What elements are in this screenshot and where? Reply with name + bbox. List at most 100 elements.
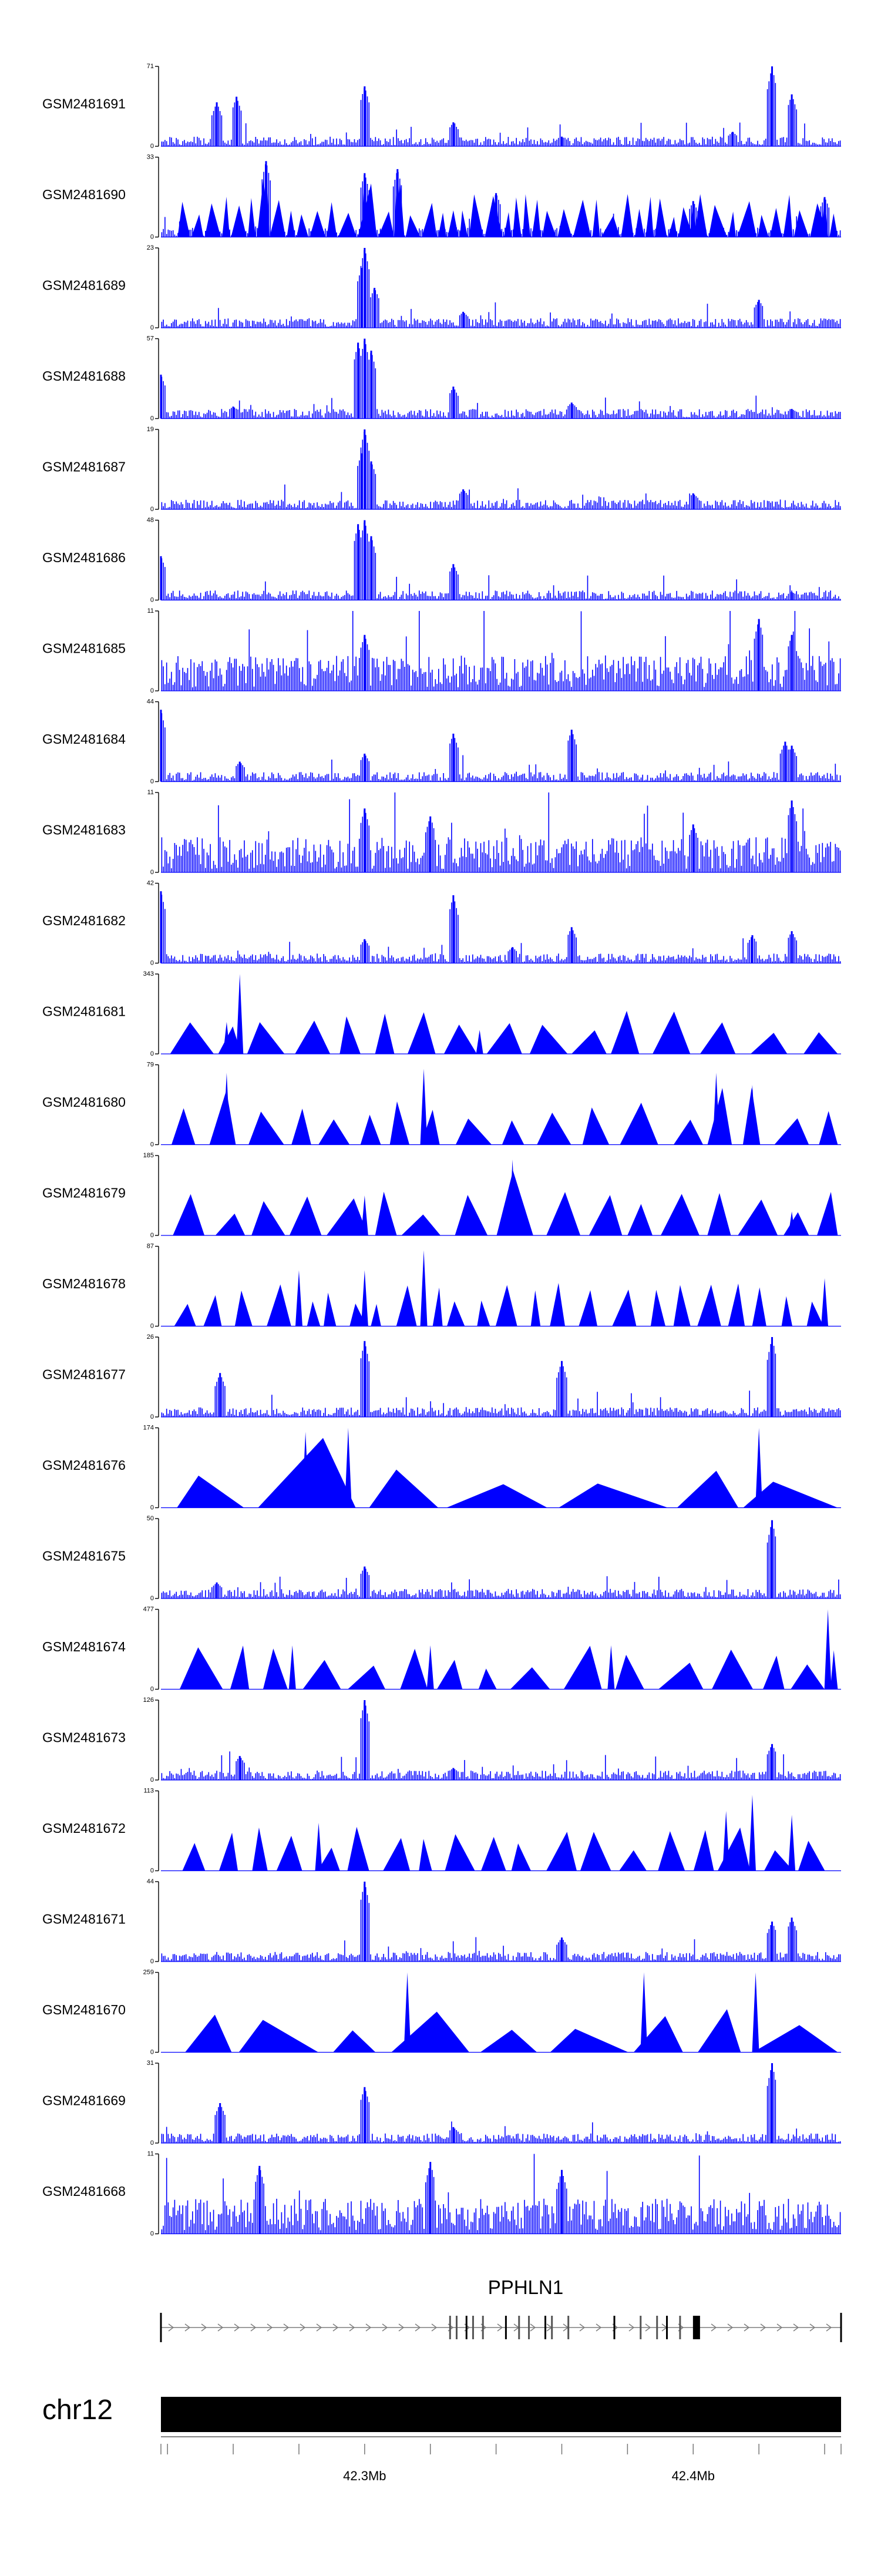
sample-label: GSM2481671 (42, 1911, 126, 1926)
y-max-label: 259 (143, 1969, 154, 1976)
coverage-block (803, 1032, 838, 1054)
y-min-label: 0 (150, 143, 154, 150)
track-GSM2481677: GSM2481677 26 0 (42, 1334, 841, 1420)
sample-label: GSM2481672 (42, 1821, 126, 1836)
track-GSM2481668: GSM2481668 11 0 (42, 2151, 841, 2238)
coverage-block (348, 1665, 385, 1690)
coverage-block (557, 209, 572, 237)
strand-chevron (184, 2323, 191, 2332)
track-GSM2481670: GSM2481670 259 0 (42, 1969, 841, 2056)
y-min-label: 0 (150, 2140, 154, 2147)
coverage-block (405, 215, 421, 237)
coverage-block (658, 1831, 685, 1871)
gene-exon (544, 2316, 547, 2339)
coverage-block (816, 1191, 838, 1235)
coverage-peak (426, 1645, 434, 1690)
coverage-block (546, 1832, 577, 1871)
gene-name: PPHLN1 (488, 2276, 563, 2298)
coverage-block (550, 1282, 566, 1326)
axis-position-label: 42.4Mb (672, 2468, 715, 2483)
strand-chevron (283, 2323, 290, 2332)
gene-exon (679, 2316, 681, 2339)
gene-exon (465, 2316, 468, 2339)
signal-bars (161, 1338, 841, 1417)
strand-chevron (776, 2323, 783, 2332)
coverage-block (182, 1843, 206, 1871)
signal-bars (161, 2154, 841, 2234)
coverage-block (774, 1118, 809, 1145)
coverage-block (798, 1841, 825, 1871)
gene-exon (840, 2313, 842, 2342)
coverage-block (503, 212, 512, 237)
coverage-block (263, 1648, 288, 1690)
signal-bars (161, 611, 841, 691)
track-GSM2481682: GSM2481682 42 0 (42, 880, 841, 967)
coverage-block (627, 1204, 653, 1235)
strand-chevron (300, 2323, 306, 2332)
track-GSM2481680: GSM2481680 79 0 (42, 1062, 841, 1148)
sample-label: GSM2481688 (42, 368, 126, 384)
coverage-block (248, 197, 256, 237)
coverage-block (443, 1025, 477, 1054)
strand-chevron (168, 2323, 174, 2332)
coverage-block (204, 203, 221, 237)
coverage-block (295, 1020, 331, 1054)
gene-exon (551, 2316, 553, 2339)
coverage-block (752, 1287, 766, 1326)
coverage-block (819, 1111, 838, 1145)
coverage-block (645, 197, 654, 237)
sample-label: GSM2481673 (42, 1729, 126, 1745)
gene-exon (160, 2313, 162, 2342)
y-max-label: 48 (147, 517, 154, 524)
coverage-block (579, 1290, 598, 1326)
gene-exon (656, 2316, 658, 2339)
coverage-block (371, 1304, 381, 1326)
y-max-label: 26 (147, 1334, 154, 1341)
gene-exon (455, 2316, 458, 2339)
y-max-label: 11 (147, 2151, 154, 2158)
coverage-block (762, 1655, 785, 1690)
coverage-block (375, 1013, 395, 1054)
coverage-block (616, 1654, 644, 1690)
coverage-block (287, 210, 295, 237)
coverage-block (806, 1301, 824, 1326)
gene-exon (613, 2316, 616, 2339)
y-min-label: 0 (150, 1050, 154, 1057)
gene-exon (518, 2316, 520, 2339)
strand-chevron (398, 2323, 405, 2332)
track-GSM2481691: GSM2481691 71 0 (42, 63, 841, 150)
signal-bars (161, 67, 841, 146)
chromosome-ideogram (161, 2397, 841, 2432)
coverage-block (478, 1668, 497, 1690)
gene-track: PPHLN1 (160, 2276, 842, 2342)
strand-chevron (645, 2323, 651, 2332)
sample-label: GSM2481679 (42, 1185, 126, 1200)
coverage-peak (420, 1250, 428, 1326)
coverage-block (234, 1290, 253, 1326)
coverage-block (307, 1301, 321, 1326)
y-min-label: 0 (150, 415, 154, 422)
coverage-block (401, 1214, 441, 1235)
track-GSM2481684: GSM2481684 44 0 (42, 698, 841, 785)
coverage-block (481, 1836, 506, 1871)
y-min-label: 0 (150, 324, 154, 331)
coverage-peak (344, 1428, 352, 1508)
coverage-block (302, 1660, 341, 1690)
coverage-block (707, 1087, 732, 1145)
strand-chevron (382, 2323, 388, 2332)
coverage-block (238, 2020, 319, 2053)
y-min-label: 0 (150, 1595, 154, 1602)
coverage-block (550, 2028, 628, 2053)
coverage-peak (748, 1795, 756, 1871)
y-min-label: 0 (150, 1323, 154, 1330)
strand-chevron (332, 2323, 339, 2332)
track-GSM2481671: GSM2481671 44 0 (42, 1878, 841, 1965)
sample-label: GSM2481680 (42, 1094, 126, 1110)
coverage-block (654, 198, 667, 237)
sample-label: GSM2481686 (42, 550, 126, 565)
coverage-block (432, 1287, 443, 1326)
coverage-block (209, 1090, 236, 1145)
track-GSM2481672: GSM2481672 113 0 (42, 1788, 841, 1875)
coverage-block (486, 1023, 522, 1054)
